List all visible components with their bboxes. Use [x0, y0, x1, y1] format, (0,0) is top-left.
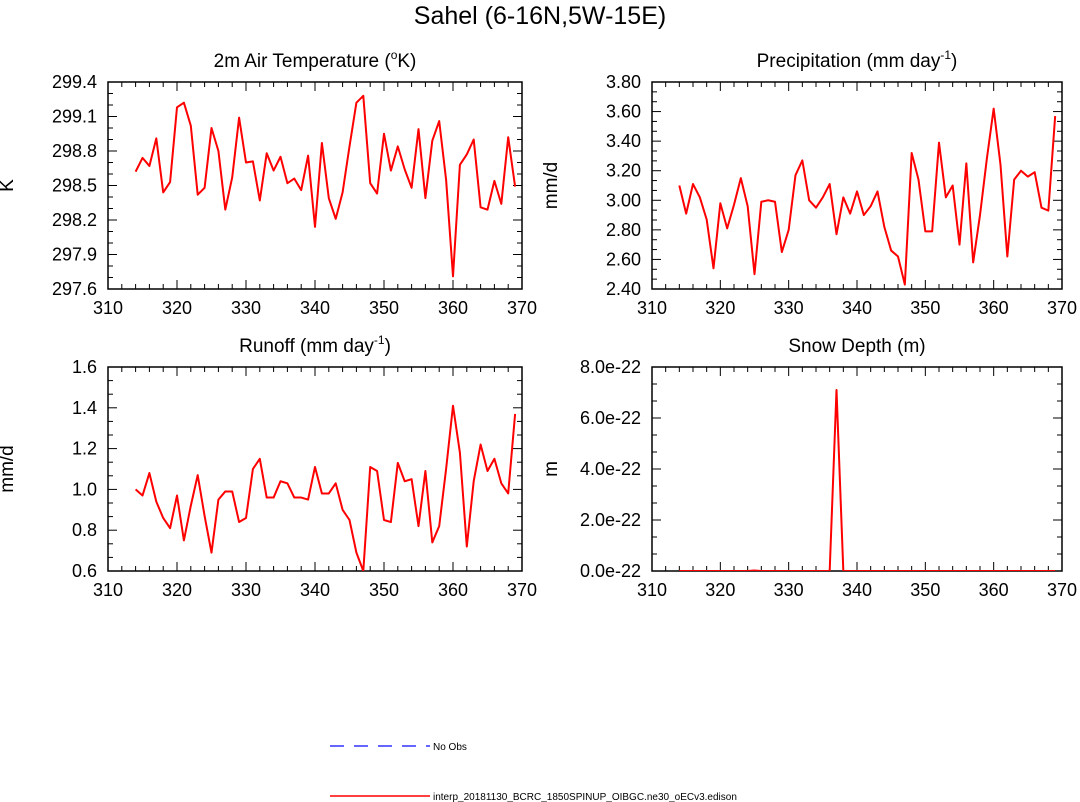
- panel-1-xtick-label: 320: [162, 298, 192, 318]
- panel-4-ytick-label: 4.0e-22: [580, 459, 641, 479]
- panel-1-xtick-label: 310: [93, 298, 123, 318]
- panel-1-series-line: [134, 94, 517, 278]
- panel-1-ytick-label: 299.4: [52, 72, 97, 92]
- panel-1-ytick-label: 298.2: [52, 210, 97, 230]
- panel-2-ytick-label: 3.40: [606, 131, 641, 151]
- panel-4-xtick-label: 320: [705, 580, 735, 600]
- panel-3-series-line: [134, 404, 517, 571]
- panel-1-ytick-label: 298.8: [52, 141, 97, 161]
- panel-1-xtick-label: 350: [369, 298, 399, 318]
- panel-2-xtick-label: 330: [774, 298, 804, 318]
- panel-2-ytick-label: 3.20: [606, 161, 641, 181]
- legend: No Obs interp_20181130_BCRC_1850SPINUP_O…: [330, 742, 737, 802]
- panel-3-xtick-label: 370: [507, 580, 537, 600]
- panel-1-ytick-label: 299.1: [52, 107, 97, 127]
- figure-title: Sahel (6-16N,5W-15E): [414, 2, 666, 30]
- panel-3-ytick-label: 1.4: [72, 398, 97, 418]
- panel-2-ytick-label: 2.40: [606, 279, 641, 299]
- panel-4-xtick-label: 370: [1047, 580, 1077, 600]
- panel-3-xtick-label: 340: [300, 580, 330, 600]
- panel-2-frame: [651, 81, 1063, 290]
- legend-model-label: interp_20181130_BCRC_1850SPINUP_OIBGC.ne…: [433, 792, 737, 802]
- panel-1-xtick-label: 330: [231, 298, 261, 318]
- panel-4-xtick-label: 310: [637, 580, 667, 600]
- panel-1-ytick-label: 297.6: [52, 279, 97, 299]
- panel-2-title: Precipitation (mm day-1): [757, 48, 958, 72]
- panel-4-frame: [651, 366, 1063, 572]
- panel-3-xtick-label: 350: [369, 580, 399, 600]
- panel-4-ytick-label: 8.0e-22: [580, 357, 641, 377]
- panel-4-ytick-label: 6.0e-22: [580, 408, 641, 428]
- panel-1-ylabel: K: [0, 179, 18, 192]
- panel-4-xtick-label: 330: [774, 580, 804, 600]
- panel-1-xtick-label: 340: [300, 298, 330, 318]
- panel-1-xtick-label: 360: [438, 298, 468, 318]
- panel-1-ytick-label: 297.9: [52, 245, 97, 265]
- panel-3-ytick-label: 1.0: [72, 479, 97, 499]
- panel-2-xtick-label: 370: [1047, 298, 1077, 318]
- panel-3-ylabel: mm/d: [0, 445, 18, 493]
- panel-2-ytick-label: 3.80: [606, 72, 641, 92]
- panel-4-xtick-label: 340: [842, 580, 872, 600]
- panel-1-frame: [107, 81, 523, 290]
- panel-4-xtick-label: 350: [910, 580, 940, 600]
- panel-2-ytick-label: 2.80: [606, 220, 641, 240]
- panel-3-ytick-label: 0.8: [72, 520, 97, 540]
- panel-2: Precipitation (mm day-1) mm/d 310 320 330 340…: [541, 48, 1077, 318]
- panel-3-ytick-label: 1.6: [72, 357, 97, 377]
- panel-1-xtick-label: 370: [507, 298, 537, 318]
- panel-3-title: Runoff (mm day-1): [239, 333, 391, 357]
- panel-4-ytick-label: 0.0e-22: [580, 561, 641, 581]
- panel-2-ytick-label: 3.60: [606, 102, 641, 122]
- panel-3-xtick-label: 360: [438, 580, 468, 600]
- panel-3-xtick-label: 310: [93, 580, 123, 600]
- panel-2-xtick-label: 360: [979, 298, 1009, 318]
- panel-3-ytick-label: 1.2: [72, 439, 97, 459]
- panel-1-ytick-label: 298.5: [52, 176, 97, 196]
- panel-2-ytick-label: 2.60: [606, 249, 641, 269]
- panel-2-xtick-label: 320: [705, 298, 735, 318]
- panel-2-ytick-label: 3.00: [606, 190, 641, 210]
- panel-2-series-line: [678, 107, 1057, 286]
- panel-2-xtick-label: 350: [910, 298, 940, 318]
- panel-4-ytick-label: 2.0e-22: [580, 510, 641, 530]
- panel-1-title: 2m Air Temperature (oK): [214, 48, 417, 72]
- panel-3-xtick-label: 320: [162, 580, 192, 600]
- panel-4-ylabel: m: [541, 461, 562, 477]
- panel-3-ytick-label: 0.6: [72, 561, 97, 581]
- panel-2-xtick-label: 340: [842, 298, 872, 318]
- panel-2-ylabel: mm/d: [541, 162, 562, 210]
- panel-4: Snow Depth (m) m 310 320 330 340 350 360 370 0.0e…: [541, 336, 1077, 600]
- panel-4-xtick-label: 360: [979, 580, 1009, 600]
- panel-3-xtick-label: 330: [231, 580, 261, 600]
- panel-3: Runoff (mm day-1) mm/d 310 320 330 340 350 360 3…: [0, 333, 537, 600]
- panel-2-xtick-label: 310: [637, 298, 667, 318]
- panel-4-series-line: [679, 388, 1056, 571]
- panels: 2m Air Temperature (oK) K 310 320 330 340 350 3…: [0, 48, 1077, 600]
- panel-4-title: Snow Depth (m): [788, 336, 925, 357]
- panel-1: 2m Air Temperature (oK) K 310 320 330 340 350 3…: [0, 48, 537, 318]
- legend-obs-label: No Obs: [433, 742, 467, 753]
